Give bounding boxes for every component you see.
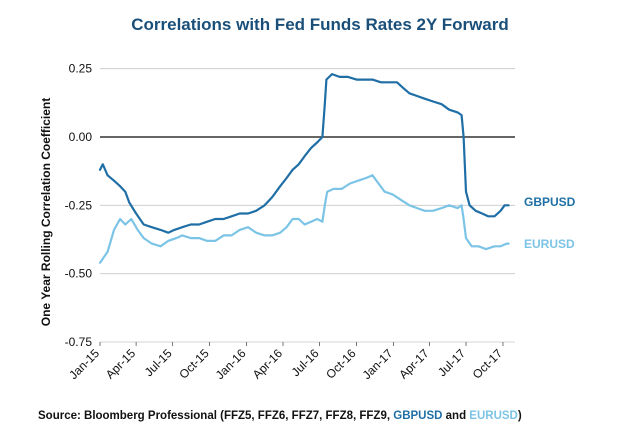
source-suffix: ) xyxy=(517,410,522,422)
x-tick-label: Oct-16 xyxy=(323,346,359,382)
x-tick-label: Apr-17 xyxy=(396,346,432,382)
x-tick-label: Jul-16 xyxy=(289,346,322,379)
y-ticks: 0.25 0.00 -0.25 -0.50 -0.75 xyxy=(65,62,93,349)
series-label-gbpusd: GBPUSD xyxy=(524,195,576,209)
x-tick-label: Jan-16 xyxy=(213,346,249,382)
y-tick-label: 0.25 xyxy=(69,62,93,76)
x-tick-label: Jul-15 xyxy=(142,346,175,379)
grid xyxy=(100,68,515,343)
source-gbpusd: GBPUSD xyxy=(393,410,443,422)
y-tick-label: -0.75 xyxy=(65,335,93,349)
x-tick-label: Jan-15 xyxy=(66,346,102,382)
x-tick-label: Jan-17 xyxy=(360,346,396,382)
source-prefix: Source: Bloomberg Professional (FFZ5, FF… xyxy=(38,410,394,422)
source-and: and xyxy=(442,410,470,422)
y-tick-label: -0.50 xyxy=(65,267,93,281)
x-ticks: Jan-15 Apr-15 Jul-15 Oct-15 Jan-16 Apr-16 Jul-… xyxy=(66,342,505,382)
y-tick-label: -0.25 xyxy=(65,198,93,212)
source-eurusd: EURUSD xyxy=(469,410,518,422)
x-tick-label: Oct-15 xyxy=(176,346,212,382)
series-line-eurusd xyxy=(98,174,510,264)
x-tick-label: Oct-17 xyxy=(470,346,506,382)
x-tick-label: Jul-17 xyxy=(435,346,468,379)
series-line-gbpusd xyxy=(98,73,510,234)
source-note: Source: Bloomberg Professional (FFZ5, FF… xyxy=(38,410,522,422)
x-tick-label: Apr-16 xyxy=(250,346,286,382)
x-tick-label: Apr-15 xyxy=(103,346,139,382)
y-axis-label: One Year Rolling Correlation Coefficient xyxy=(39,98,53,327)
y-tick-label: 0.00 xyxy=(69,130,93,144)
chart-title: Correlations with Fed Funds Rates 2Y For… xyxy=(131,15,509,34)
series-label-eurusd: EURUSD xyxy=(524,237,575,251)
series-lines xyxy=(98,73,510,264)
